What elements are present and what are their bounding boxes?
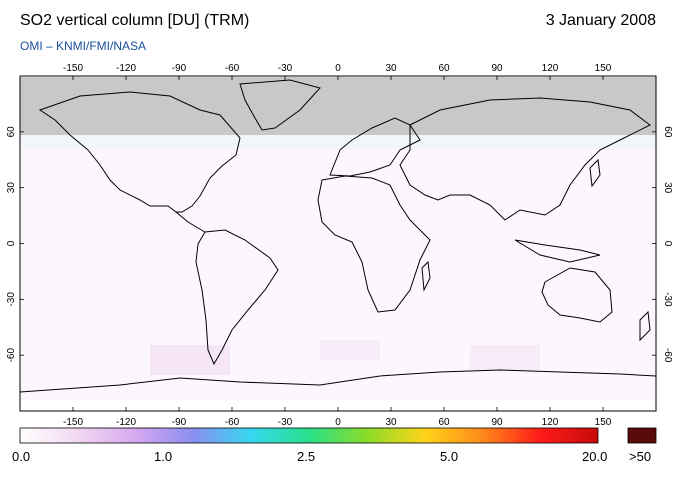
lon-tick-label-top: 120 xyxy=(542,63,559,74)
lon-tick-label-bottom: 120 xyxy=(542,417,559,428)
coast-japan xyxy=(589,158,601,188)
coast-new-zealand xyxy=(639,310,651,342)
coast-madagascar xyxy=(421,260,431,292)
map-date: 3 January 2008 xyxy=(545,12,656,29)
lon-tick-label-bottom: -90 xyxy=(172,417,187,428)
so2-noise-layer xyxy=(20,135,656,400)
colorbar-label-1: 1.0 xyxy=(154,449,173,464)
lat-tick-label-left: -30 xyxy=(6,292,17,307)
colorbar xyxy=(19,427,599,444)
lon-tick-label-top: 90 xyxy=(491,63,503,74)
lon-tick-label-top: -120 xyxy=(116,63,136,74)
coast-central-america xyxy=(175,211,206,233)
colorbar-overflow-swatch xyxy=(627,427,657,444)
lat-ticks-right: 60 30 0 -30 -60 xyxy=(652,126,673,363)
lon-tick-label-bottom: 30 xyxy=(385,417,397,428)
lat-tick-label-left: 60 xyxy=(6,126,17,138)
lon-tick-label-bottom: 150 xyxy=(595,417,612,428)
lon-tick-label-top: -150 xyxy=(63,63,83,74)
coast-indonesia xyxy=(514,239,601,263)
lon-tick-label-bottom: 0 xyxy=(335,417,341,428)
coast-africa xyxy=(317,175,431,313)
lat-tick-label-left: -60 xyxy=(6,348,17,363)
map-title: SO2 vertical column [DU] (TRM) xyxy=(20,12,250,29)
lat-tick-label-left: 30 xyxy=(6,182,17,194)
lon-tick-label-top: -30 xyxy=(278,63,293,74)
lon-tick-label-bottom: -60 xyxy=(225,417,240,428)
data-credit: OMI – KNMI/FMI/NASA xyxy=(20,39,147,53)
lat-tick-label-right: -30 xyxy=(662,292,673,307)
coast-north-america xyxy=(38,91,241,213)
lon-tick-label-bottom: -120 xyxy=(116,417,136,428)
colorbar-label-2: 2.5 xyxy=(297,449,316,464)
colorbar-label-4: 20.0 xyxy=(582,449,608,464)
lon-tick-label-bottom: 90 xyxy=(491,417,503,428)
lat-tick-label-right: 30 xyxy=(662,182,673,194)
coast-europe xyxy=(329,117,421,177)
coast-south-america xyxy=(195,229,279,366)
coastlines xyxy=(20,79,656,393)
lon-tick-label-top: 0 xyxy=(335,63,341,74)
lon-tick-label-bottom: -150 xyxy=(63,417,83,428)
lon-tick-label-top: 150 xyxy=(595,63,612,74)
lon-tick-label-top: -60 xyxy=(225,63,240,74)
coast-australia xyxy=(541,267,613,323)
colorbar-label-0: 0.0 xyxy=(12,449,31,464)
lon-tick-label-top: 60 xyxy=(438,63,450,74)
lon-ticks-top: -150 -120 -90 -60 -30 0 30 60 90 120 150 xyxy=(63,63,612,80)
coast-antarctica xyxy=(20,369,656,393)
lat-tick-label-left: 0 xyxy=(6,240,17,246)
lat-tick-label-right: 0 xyxy=(662,241,673,247)
coast-greenland xyxy=(239,79,321,131)
lon-ticks-bottom: -150 -120 -90 -60 -30 0 30 60 90 120 150 xyxy=(63,407,612,428)
lat-ticks-left: 60 30 0 -30 -60 xyxy=(6,126,24,363)
coast-asia xyxy=(399,97,651,221)
lat-tick-label-right: -60 xyxy=(662,348,673,363)
lon-tick-label-bottom: -30 xyxy=(278,417,293,428)
lat-tick-label-right: 60 xyxy=(662,126,673,138)
colorbar-label-5: >50 xyxy=(629,449,652,464)
no-data-region xyxy=(20,77,656,135)
lon-tick-label-top: -90 xyxy=(172,63,187,74)
lon-tick-label-top: 30 xyxy=(385,63,397,74)
lon-tick-label-bottom: 60 xyxy=(438,417,450,428)
colorbar-label-3: 5.0 xyxy=(440,449,459,464)
